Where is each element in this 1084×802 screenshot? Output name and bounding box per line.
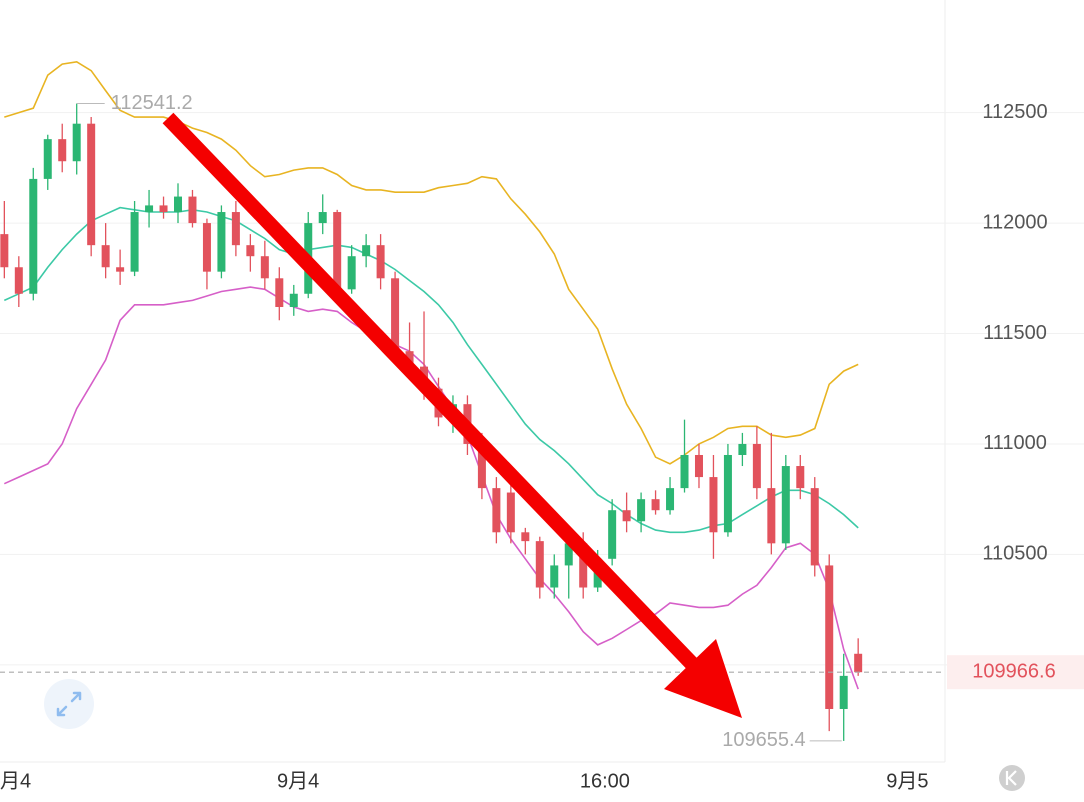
candle-body: [347, 256, 356, 290]
high-label: 112541.2: [111, 92, 193, 114]
k-button[interactable]: [999, 765, 1025, 791]
candle-body: [318, 212, 327, 224]
candle-body: [579, 543, 588, 588]
trend-arrow: [162, 112, 742, 718]
candle-body: [781, 466, 790, 544]
candle-body: [101, 245, 110, 268]
candle-body: [796, 466, 805, 489]
candle-body: [839, 675, 848, 709]
candle-body: [521, 532, 530, 542]
y-tick-label: 112500: [982, 101, 1047, 123]
expand-button[interactable]: [44, 679, 94, 729]
arrow-shaft: [162, 112, 703, 675]
candle-body: [130, 212, 139, 272]
overlay: 112541.2 109655.4 109966.6: [0, 92, 1084, 751]
candle-body: [738, 443, 747, 455]
candle-body: [145, 205, 154, 213]
expand-icon[interactable]: [56, 691, 82, 717]
candle-body: [202, 223, 211, 272]
candle-body: [680, 454, 689, 489]
candle-body: [694, 454, 703, 478]
candle-body: [188, 196, 197, 224]
candle-body: [550, 565, 559, 588]
y-tick-label: 110500: [982, 543, 1047, 565]
candle-body: [58, 139, 67, 162]
candle-body: [391, 278, 400, 352]
arrow-head: [664, 639, 742, 718]
candle-body: [217, 212, 226, 272]
candle-body: [767, 488, 776, 544]
candle-body: [333, 212, 342, 290]
candle-body: [854, 653, 863, 673]
candle-body: [622, 510, 631, 522]
candle-body: [43, 139, 52, 179]
candle-body: [752, 443, 761, 489]
candle-body: [260, 256, 269, 279]
candle-body: [492, 488, 501, 533]
candle-body: [651, 499, 660, 511]
candle-body: [246, 245, 255, 257]
candle-body: [376, 245, 385, 279]
candle-body: [506, 492, 515, 533]
expand-bg[interactable]: [44, 679, 94, 729]
candle-body: [477, 443, 486, 489]
candle-body: [723, 454, 732, 533]
k-bg[interactable]: [999, 765, 1025, 791]
candle-body: [289, 293, 298, 308]
candle-body: [275, 278, 284, 308]
candle-body: [709, 477, 718, 533]
candle-body: [608, 510, 617, 559]
candle-body: [810, 488, 819, 566]
candle-body: [535, 541, 544, 588]
last-price-label: 109966.6: [972, 660, 1055, 682]
candle-body: [637, 499, 646, 522]
k-icon[interactable]: [1005, 770, 1017, 786]
candle-body: [29, 178, 38, 294]
candle-body: [14, 267, 23, 294]
x-tick-label: 9月4: [0, 770, 31, 792]
x-ticks: 9月4 9月4 16:00 9月5: [0, 770, 928, 792]
candle-body: [231, 212, 240, 246]
candle-body: [87, 123, 96, 246]
candle-body: [116, 267, 125, 272]
band-line: [3, 286, 859, 690]
y-tick-label: 111000: [983, 432, 1047, 454]
candle-body: [0, 234, 9, 268]
last-price-box: [947, 655, 1084, 690]
x-tick-label: 9月5: [886, 770, 928, 792]
x-tick-label: 16:00: [580, 770, 630, 792]
candle-body: [564, 543, 573, 566]
low-label: 109655.4: [722, 729, 805, 751]
candle-body: [825, 565, 834, 709]
y-tick-label: 111500: [983, 322, 1047, 344]
band-line: [4, 60, 859, 465]
candle-body: [174, 196, 183, 213]
candle-body: [666, 488, 675, 511]
candle-body: [159, 205, 168, 213]
x-tick-label: 9月4: [277, 770, 319, 792]
y-tick-label: 112000: [982, 211, 1047, 233]
candle-body: [72, 123, 81, 162]
candle-body: [362, 245, 371, 257]
